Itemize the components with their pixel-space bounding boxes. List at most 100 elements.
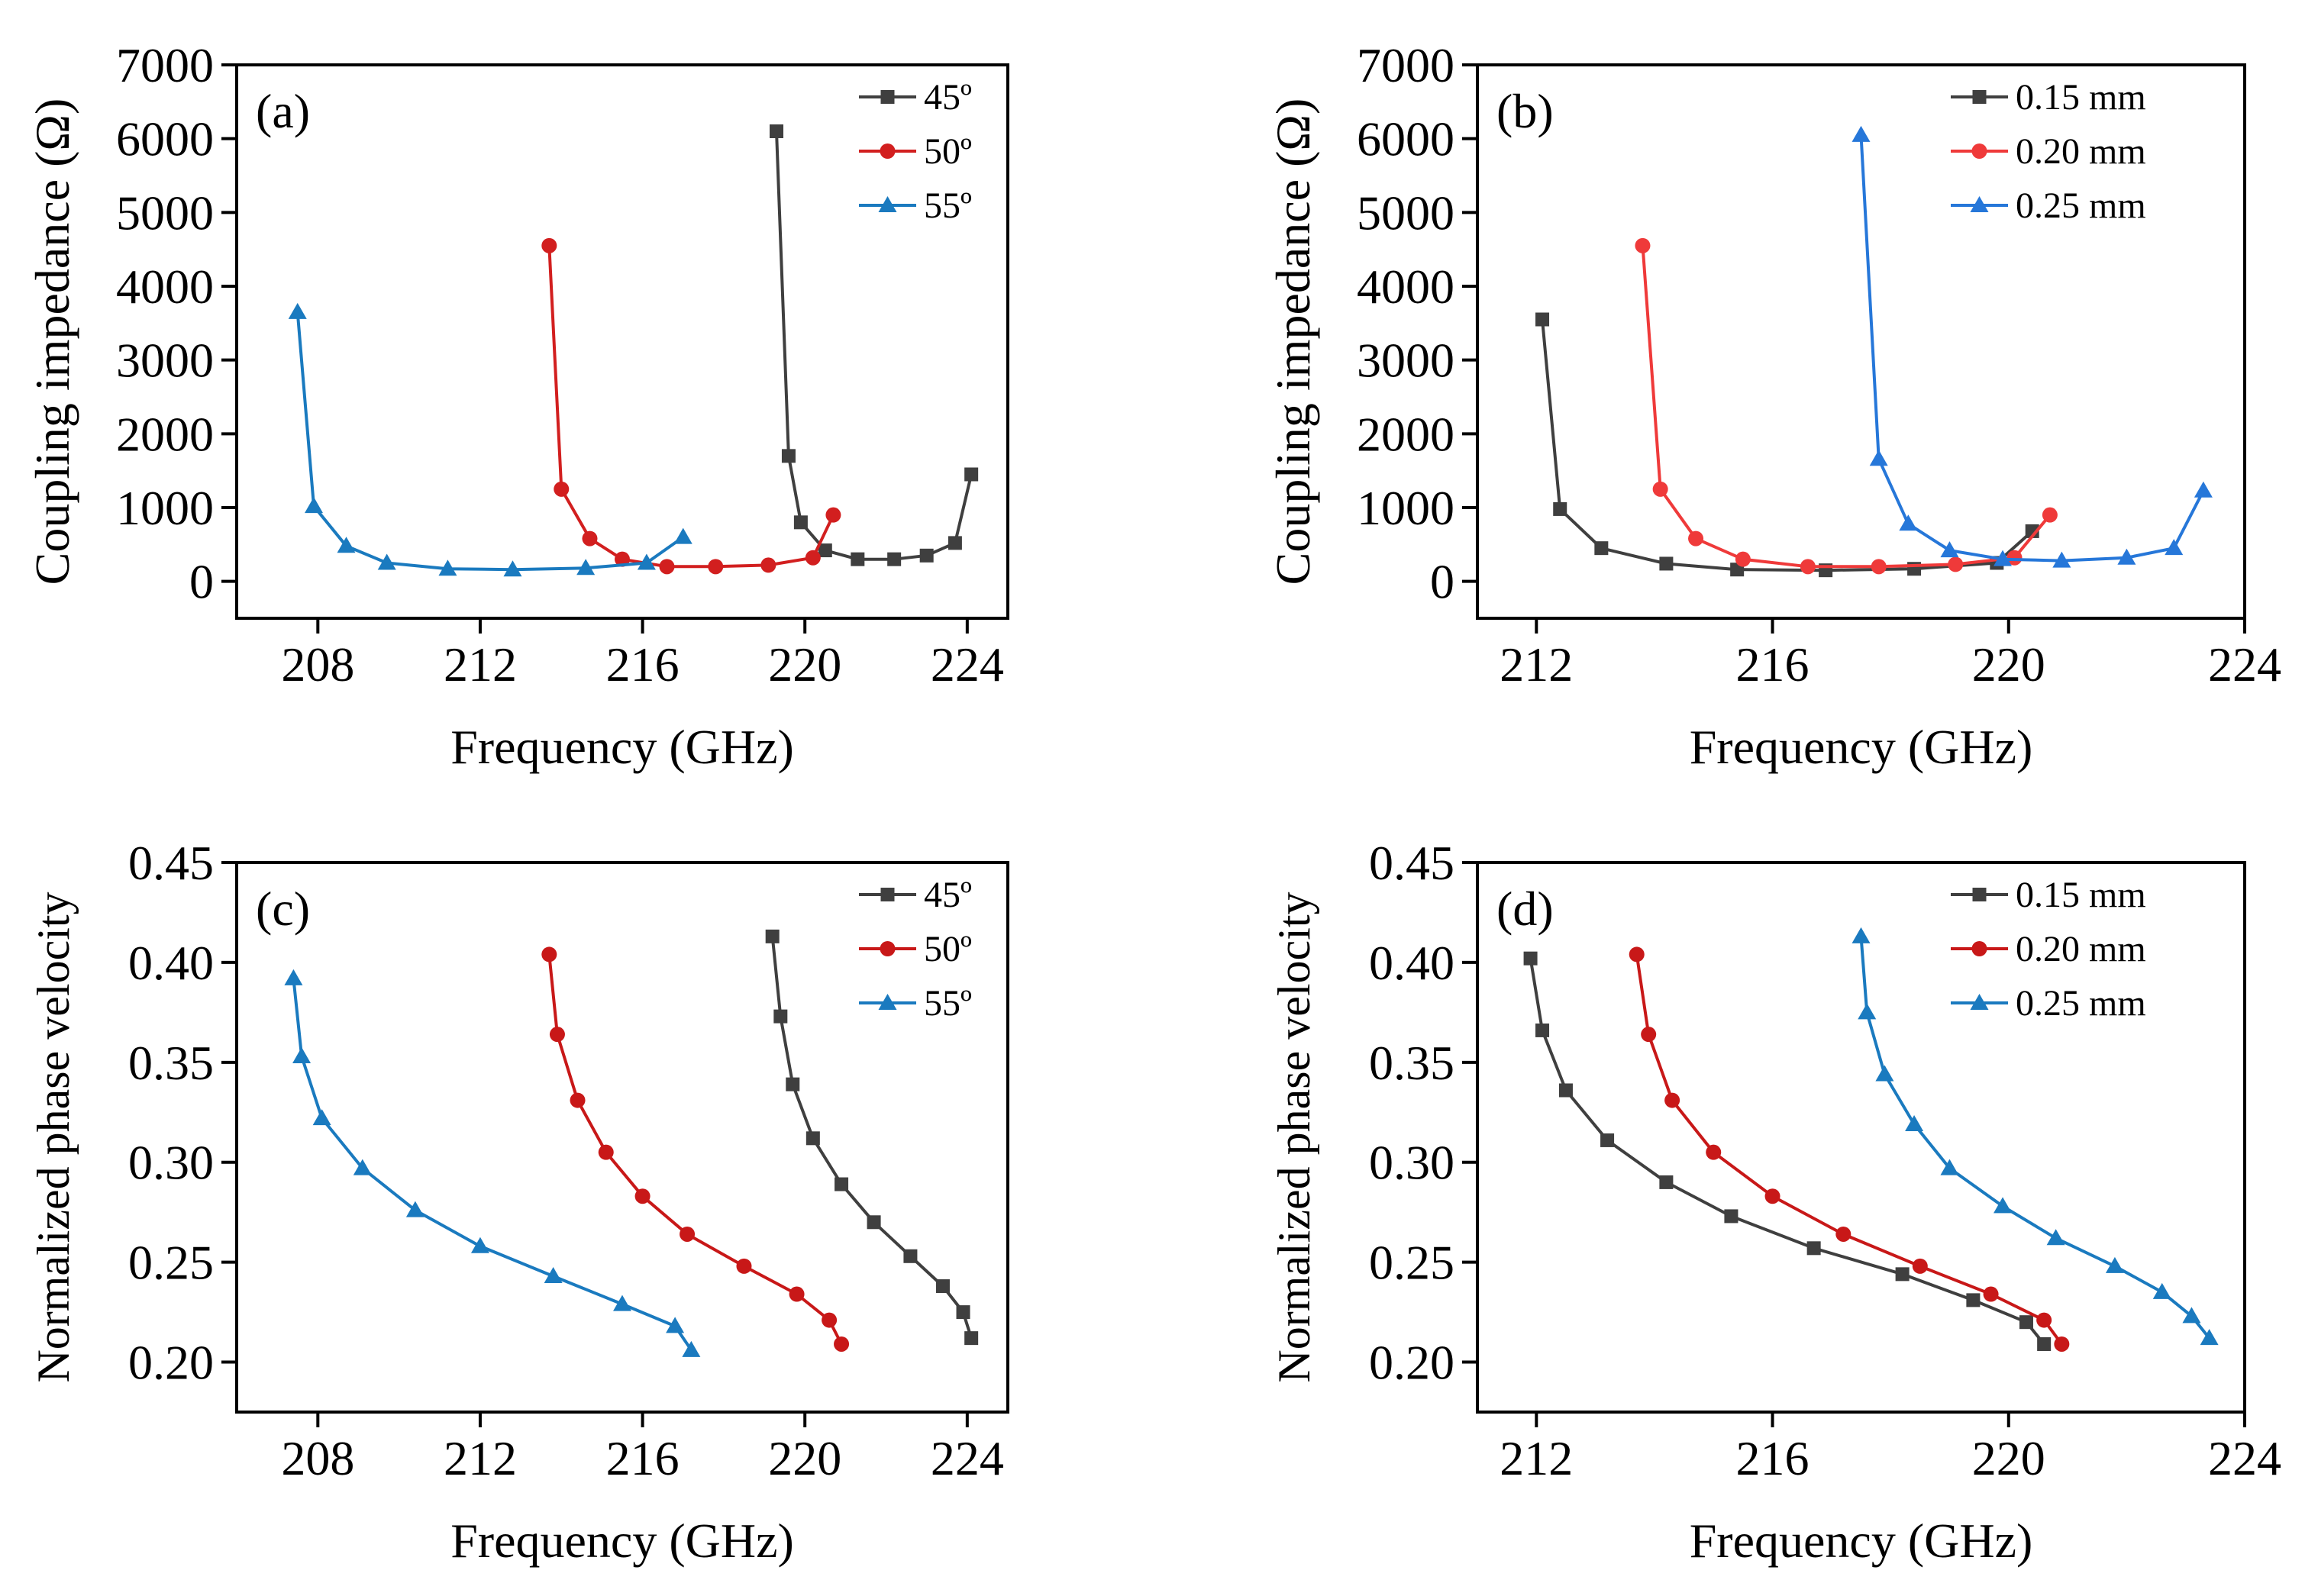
data-point-d-0-1 <box>1535 1023 1550 1037</box>
data-point-b-1-1 <box>1652 481 1668 497</box>
data-point-c-1-3 <box>598 1144 614 1160</box>
data-point-c-2-9 <box>682 1340 701 1357</box>
data-point-a-0-8 <box>964 467 979 482</box>
data-point-c-0-0 <box>765 929 780 943</box>
series-line-c-0 <box>770 936 973 1339</box>
data-point-c-2-4 <box>405 1201 425 1217</box>
legend-marker-b-2 <box>1970 196 1989 212</box>
x-axis-label-d: Frequency (GHz) <box>1690 1514 2033 1568</box>
data-point-c-0-2 <box>786 1077 800 1091</box>
legend-marker-a-2 <box>878 196 897 212</box>
data-point-c-2-5 <box>470 1236 489 1253</box>
y-tick-label-b-3: 3000 <box>1357 334 1454 388</box>
y-tick-label-c-4: 0.40 <box>128 936 214 990</box>
data-point-c-1-2 <box>570 1092 586 1108</box>
series-line-c-2 <box>292 978 693 1351</box>
series-line-d-1 <box>1635 954 2063 1346</box>
data-point-b-0-8 <box>2025 524 2039 538</box>
data-point-d-2-0 <box>1851 927 1871 943</box>
data-point-c-0-8 <box>956 1305 970 1320</box>
data-point-d-0-3 <box>1600 1133 1615 1147</box>
data-point-c-0-3 <box>805 1131 820 1146</box>
y-tick-label-d-0: 0.20 <box>1369 1336 1454 1390</box>
legend-label-b-1: 0.20 mm <box>2016 131 2146 172</box>
data-point-b-0-3 <box>1659 556 1674 571</box>
data-point-c-1-6 <box>736 1258 752 1274</box>
data-point-c-0-4 <box>835 1177 849 1191</box>
y-tick-label-a-2: 2000 <box>116 407 214 461</box>
data-point-b-2-3 <box>1940 541 1959 558</box>
data-point-a-1-2 <box>582 530 598 547</box>
y-tick-label-b-7: 7000 <box>1357 38 1454 92</box>
data-point-d-2-8 <box>2152 1282 2171 1299</box>
y-tick-label-b-2: 2000 <box>1357 407 1454 461</box>
data-point-b-1-8 <box>2042 507 2058 523</box>
data-point-c-2-6 <box>544 1266 563 1283</box>
data-point-d-1-0 <box>1629 946 1645 962</box>
data-point-c-2-3 <box>353 1159 372 1175</box>
data-point-b-2-4 <box>1994 550 2013 566</box>
data-point-d-0-10 <box>2037 1336 2052 1351</box>
y-tick-label-a-6: 6000 <box>116 112 214 166</box>
y-axis-label-a: Coupling impedance (Ω) <box>25 98 79 585</box>
x-tick-label-a-4: 224 <box>931 637 1004 692</box>
data-point-b-0-2 <box>1594 541 1609 556</box>
data-point-a-1-0 <box>541 237 557 253</box>
data-point-d-1-2 <box>1664 1092 1680 1108</box>
data-point-c-2-0 <box>284 969 303 985</box>
x-tick-label-a-0: 208 <box>281 637 354 692</box>
data-point-d-0-0 <box>1523 951 1538 966</box>
data-point-a-0-0 <box>770 124 783 138</box>
legend-label-a-2: 55º <box>924 185 972 226</box>
data-point-a-0-1 <box>781 449 796 463</box>
legend-marker-c-1 <box>880 941 896 956</box>
data-point-c-1-9 <box>834 1336 850 1352</box>
data-point-c-2-2 <box>312 1109 331 1126</box>
data-point-d-2-6 <box>2046 1229 2065 1246</box>
data-point-d-1-7 <box>1983 1286 1999 1302</box>
axes-frame-d <box>1476 861 2246 1414</box>
y-tick-label-a-7: 7000 <box>116 38 214 92</box>
legend-marker-b-0 <box>1972 90 1987 104</box>
legend-marker-b-1 <box>1971 143 1987 159</box>
data-point-d-2-3 <box>1905 1114 1924 1131</box>
panel-a: (a) Frequency (GHz) Coupling impedance (… <box>25 38 1009 774</box>
data-point-a-1-8 <box>825 507 841 523</box>
panel-b: (b) Frequency (GHz) Coupling impedance (… <box>1266 38 2281 774</box>
data-point-d-1-3 <box>1706 1144 1722 1160</box>
legend-marker-a-0 <box>880 90 895 104</box>
legend-label-c-2: 55º <box>924 983 972 1024</box>
y-tick-label-b-5: 5000 <box>1357 185 1454 240</box>
y-tick-label-b-4: 4000 <box>1357 260 1454 314</box>
x-axis-label-a: Frequency (GHz) <box>450 720 794 774</box>
y-tick-label-b-6: 6000 <box>1357 112 1454 166</box>
data-point-d-2-10 <box>2200 1329 2219 1346</box>
data-point-c-0-6 <box>903 1249 918 1263</box>
data-point-b-2-5 <box>2052 551 2071 568</box>
y-tick-label-a-5: 5000 <box>116 185 214 240</box>
legend-label-c-1: 50º <box>924 929 972 969</box>
legend-label-c-0: 45º <box>924 875 972 915</box>
data-point-a-1-6 <box>760 557 776 573</box>
data-point-c-0-5 <box>867 1215 881 1230</box>
data-point-b-1-7 <box>2006 550 2023 566</box>
data-point-a-2-8 <box>673 527 692 544</box>
legend-marker-d-2 <box>1970 994 1989 1010</box>
data-point-c-2-1 <box>292 1046 312 1063</box>
data-point-a-1-5 <box>708 559 724 575</box>
legend-label-b-0: 0.15 mm <box>2016 77 2146 118</box>
legend-label-d-1: 0.20 mm <box>2016 929 2146 969</box>
data-point-d-0-6 <box>1806 1241 1821 1256</box>
legend-marker-c-2 <box>878 994 897 1010</box>
data-point-b-1-0 <box>1635 237 1651 253</box>
x-tick-label-c-4: 224 <box>931 1431 1004 1485</box>
data-point-b-1-4 <box>1800 559 1816 575</box>
data-point-b-2-2 <box>1899 514 1918 531</box>
x-tick-label-a-3: 220 <box>768 637 841 692</box>
y-tick-label-c-5: 0.45 <box>128 836 214 890</box>
data-point-a-0-3 <box>818 543 832 558</box>
data-point-a-1-1 <box>554 481 570 497</box>
data-point-c-1-5 <box>680 1226 696 1242</box>
